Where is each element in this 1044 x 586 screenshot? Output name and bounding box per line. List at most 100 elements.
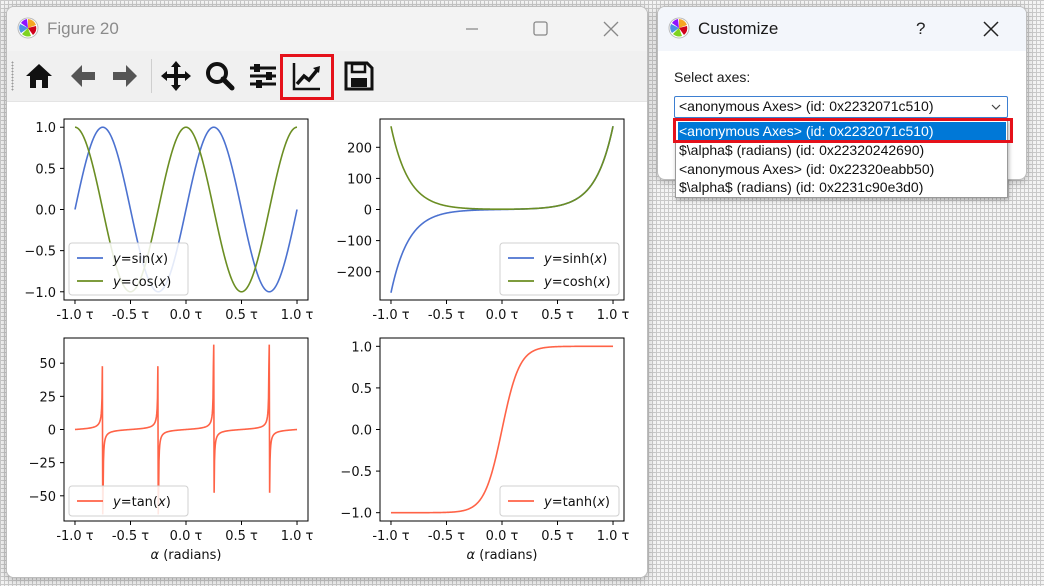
dropdown-option[interactable]: $\alpha$ (radians) (id: 0x2231c90e3d0) [679, 179, 924, 195]
save-button[interactable] [343, 60, 375, 92]
x-tick-label: -0.5 τ [112, 308, 149, 323]
legend-label: y=tan(x) [112, 495, 171, 510]
x-tick-label: -1.0 τ [372, 308, 409, 323]
y-tick-label: 50 [39, 357, 56, 372]
legend-box [68, 242, 189, 296]
matplotlib-logo-icon [17, 17, 39, 39]
x-tick-label: 1.0 τ [281, 308, 314, 323]
y-tick-label: 0.0 [35, 204, 56, 219]
y-tick-label: 0.5 [351, 382, 372, 397]
configure-subplots-button[interactable] [247, 60, 279, 92]
x-tick-label: 1.0 τ [281, 529, 314, 544]
configure-subplots-icon [250, 64, 276, 88]
y-tick-label: 100 [347, 172, 372, 187]
legend-box [499, 242, 620, 296]
legend-box [68, 485, 189, 517]
x-tick-label: 0.0 τ [486, 308, 519, 323]
customize-title: Customize [698, 19, 779, 38]
toolbar-separator [151, 59, 152, 93]
x-tick-label: -0.5 τ [112, 529, 149, 544]
select-axes-combobox[interactable]: <anonymous Axes> (id: 0x2232071c510) [674, 96, 1008, 118]
y-tick-label: 0.5 [35, 162, 56, 177]
maximize-button[interactable] [525, 15, 555, 43]
y-tick-label: −0.5 [340, 465, 372, 480]
forward-icon [113, 65, 137, 87]
legend-label: y=sin(x) [112, 252, 168, 267]
customize-titlebar[interactable]: Customize ? [658, 7, 1026, 51]
pan-button[interactable] [160, 60, 192, 92]
figure-window-title: Figure 20 [47, 19, 119, 38]
legend-label: y=cos(x) [112, 275, 171, 290]
forward-button[interactable] [109, 60, 141, 92]
navigation-toolbar [7, 51, 647, 102]
series-line [74, 126, 298, 293]
y-tick-label: −100 [336, 235, 372, 250]
help-button[interactable]: ? [916, 19, 926, 38]
y-tick-label: 0.0 [351, 424, 372, 439]
minimize-icon [466, 28, 478, 30]
dropdown-option[interactable]: $\alpha$ (radians) (id: 0x22320242690) [679, 142, 925, 158]
close-button[interactable] [596, 15, 626, 43]
subplot: -1.0 τ -0.5 τ 0.0 τ 0.5 τ 1.0 τ 1.0 0.5 0.0 −0.5… [340, 337, 630, 563]
series-line [390, 126, 614, 210]
x-tick-label: 1.0 τ [597, 529, 630, 544]
y-tick-label: −50 [29, 490, 56, 505]
series-line [74, 344, 298, 515]
x-tick-label: 0.5 τ [225, 529, 258, 544]
x-tick-label: 0.5 τ [541, 308, 574, 323]
toolbar-grip[interactable] [11, 61, 14, 91]
x-tick-label: -0.5 τ [428, 529, 465, 544]
x-tick-label: 0.0 τ [486, 529, 519, 544]
x-tick-label: -0.5 τ [428, 308, 465, 323]
subplot: -1.0 τ -0.5 τ 0.0 τ 0.5 τ 1.0 τ 1.0 0.5 0.0 −0.5… [24, 118, 314, 323]
subplots-svg: -1.0 τ -0.5 τ 0.0 τ 0.5 τ 1.0 τ 1.0 0.5 0.0 −0.5… [24, 118, 630, 563]
y-tick-label: −1.0 [340, 507, 372, 522]
series-line [390, 345, 614, 514]
x-axis-label: α (radians) [466, 548, 537, 563]
zoom-button[interactable] [204, 60, 236, 92]
home-button[interactable] [23, 60, 55, 92]
minimize-button[interactable] [457, 15, 487, 43]
chevron-down-icon [991, 104, 1001, 110]
x-tick-label: -1.0 τ [56, 529, 93, 544]
y-tick-label: 25 [39, 390, 56, 405]
legend-box [499, 485, 620, 517]
x-axis-label: α (radians) [150, 548, 221, 563]
home-icon [26, 64, 52, 88]
close-icon [603, 21, 619, 37]
legend-label: y=sinh(x) [543, 252, 607, 267]
y-tick-label: 200 [347, 141, 372, 156]
x-tick-label: 1.0 τ [597, 308, 630, 323]
x-tick-label: 0.0 τ [170, 529, 203, 544]
x-tick-label: 0.5 τ [541, 529, 574, 544]
customize-axes-button[interactable] [291, 60, 323, 92]
dropdown-option[interactable]: <anonymous Axes> (id: 0x2232071c510) [678, 122, 1006, 141]
matplotlib-logo-icon [668, 17, 690, 39]
x-tick-label: 0.0 τ [170, 308, 203, 323]
figure-canvas[interactable]: -1.0 τ -0.5 τ 0.0 τ 0.5 τ 1.0 τ 1.0 0.5 0.0 −0.5… [7, 102, 647, 577]
y-tick-label: −25 [29, 457, 56, 472]
figure-window: Figure 20 [6, 6, 648, 578]
back-icon [71, 65, 95, 87]
select-axes-label: Select axes: [674, 69, 751, 85]
maximize-icon [533, 21, 548, 36]
customize-button-highlight [280, 54, 334, 100]
pan-icon [161, 61, 191, 91]
y-tick-label: −200 [336, 266, 372, 281]
back-button[interactable] [67, 60, 99, 92]
y-tick-label: 1.0 [351, 340, 372, 355]
dialog-close-button[interactable] [976, 15, 1006, 43]
combobox-value: <anonymous Axes> (id: 0x2232071c510) [679, 98, 934, 114]
subplot: -1.0 τ -0.5 τ 0.0 τ 0.5 τ 1.0 τ 50 25 0 −25 −50 α … [29, 337, 314, 563]
axes-dropdown-list: <anonymous Axes> (id: 0x2232071c510) $\a… [675, 119, 1008, 198]
selected-option-highlight [673, 118, 1013, 143]
y-tick-label: 0 [364, 204, 372, 219]
subplot: -1.0 τ -0.5 τ 0.0 τ 0.5 τ 1.0 τ 200 100 0 −100 −2… [336, 118, 630, 323]
y-tick-label: −0.5 [24, 245, 56, 260]
y-tick-label: −1.0 [24, 286, 56, 301]
dropdown-option[interactable]: <anonymous Axes> (id: 0x22320eabb50) [679, 161, 935, 177]
x-tick-label: -1.0 τ [372, 529, 409, 544]
legend-label: y=cosh(x) [543, 275, 611, 290]
close-icon [983, 21, 999, 37]
figure-titlebar[interactable]: Figure 20 [7, 7, 647, 51]
